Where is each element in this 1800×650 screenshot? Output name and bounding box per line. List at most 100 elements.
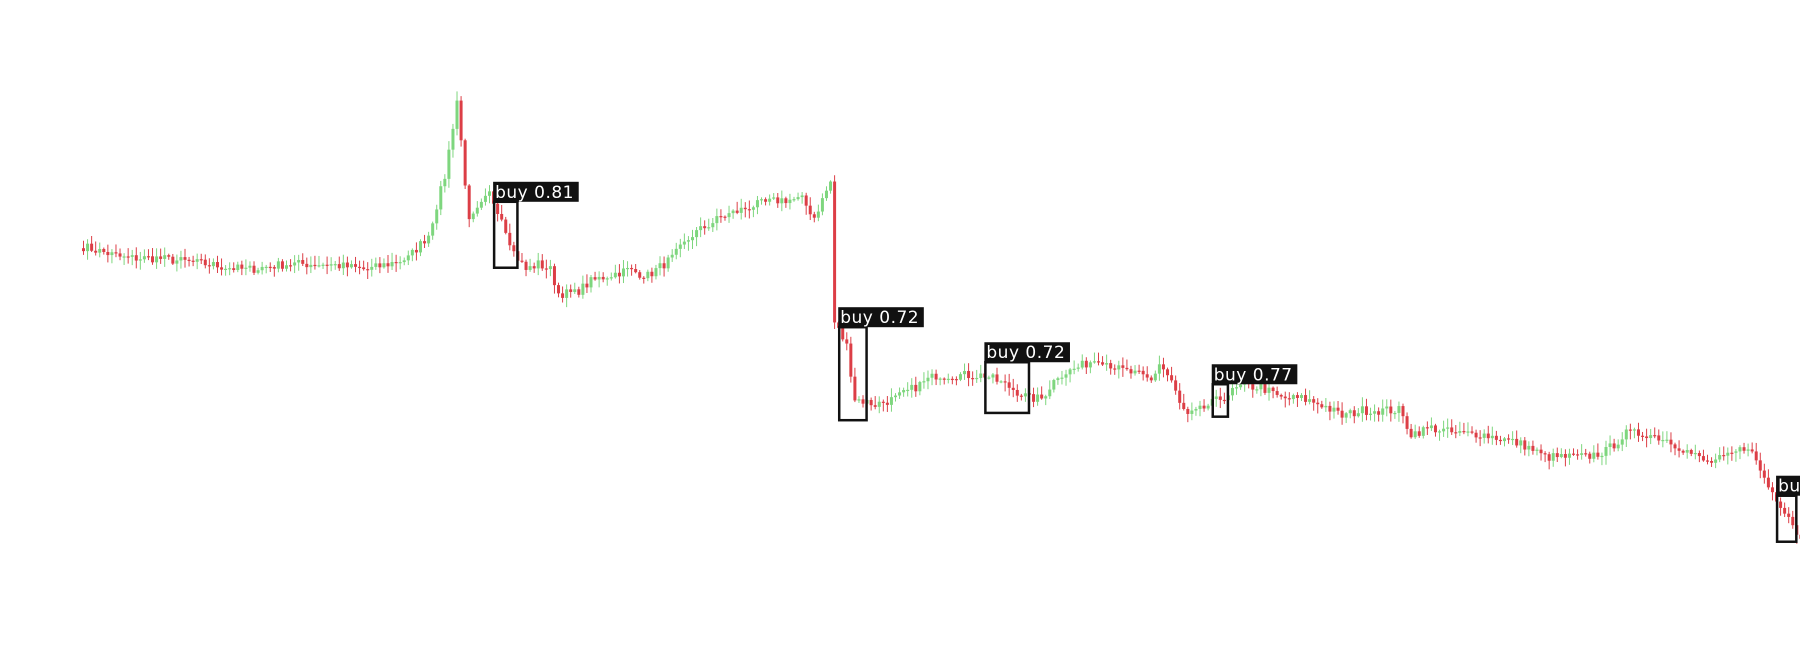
candle bbox=[1494, 430, 1498, 446]
candle bbox=[1137, 364, 1141, 374]
candle bbox=[508, 223, 512, 251]
candle bbox=[1389, 399, 1393, 422]
candle bbox=[122, 253, 126, 265]
candle bbox=[146, 249, 150, 261]
candle bbox=[1511, 431, 1515, 446]
candle bbox=[557, 282, 561, 298]
candle bbox=[1198, 400, 1202, 417]
candle bbox=[544, 259, 548, 279]
candle bbox=[1701, 449, 1705, 462]
candle bbox=[98, 242, 102, 258]
candle bbox=[577, 286, 581, 298]
candle bbox=[1267, 380, 1271, 401]
candle bbox=[869, 397, 873, 411]
candle bbox=[776, 192, 780, 208]
candle bbox=[930, 369, 934, 386]
candle bbox=[894, 393, 897, 402]
detection-label: buy 0.81 bbox=[495, 183, 574, 203]
candle bbox=[1255, 386, 1259, 394]
candle bbox=[1592, 445, 1596, 463]
candle bbox=[1036, 387, 1040, 406]
candle bbox=[1677, 440, 1681, 458]
candle bbox=[1352, 406, 1356, 424]
candle bbox=[256, 267, 260, 275]
candle bbox=[885, 396, 889, 412]
candle bbox=[1693, 444, 1697, 460]
detection-box: buy 0.82 bbox=[1775, 475, 1800, 543]
candle bbox=[1584, 448, 1588, 457]
candle bbox=[1206, 403, 1210, 411]
detections-layer: buy 0.81 buy 0.72 buy 0.72 buy 0.77 buy 0.82 bbox=[492, 181, 1800, 543]
candle bbox=[483, 188, 487, 206]
candle bbox=[423, 234, 427, 249]
candle bbox=[1543, 451, 1547, 463]
candle bbox=[1133, 365, 1137, 376]
candle bbox=[1604, 440, 1608, 465]
candle bbox=[191, 255, 195, 267]
candle bbox=[94, 241, 98, 256]
detection-box: buy 0.77 bbox=[1211, 364, 1298, 418]
candle bbox=[1466, 422, 1470, 437]
candle bbox=[621, 260, 625, 284]
candle bbox=[743, 202, 747, 218]
candle bbox=[1101, 356, 1105, 367]
detection-label: buy 0.82 bbox=[1778, 477, 1800, 497]
candle bbox=[1470, 426, 1474, 435]
candle bbox=[1657, 429, 1661, 445]
candle bbox=[285, 260, 288, 272]
candle bbox=[1097, 352, 1100, 366]
candle bbox=[1129, 365, 1133, 379]
candle bbox=[1551, 448, 1555, 467]
candle bbox=[792, 196, 796, 202]
candle bbox=[1588, 451, 1592, 464]
candle bbox=[272, 265, 276, 277]
candle bbox=[1710, 457, 1714, 467]
candle bbox=[796, 192, 800, 201]
candle bbox=[1194, 406, 1198, 416]
candle bbox=[1161, 357, 1165, 378]
candle bbox=[82, 240, 85, 255]
candle bbox=[963, 363, 967, 380]
candle bbox=[406, 250, 410, 266]
candle bbox=[155, 248, 159, 269]
candle bbox=[1182, 393, 1186, 411]
candle bbox=[1157, 355, 1161, 381]
candle bbox=[1340, 402, 1344, 425]
candle bbox=[329, 257, 333, 272]
candle bbox=[1145, 366, 1149, 382]
candle bbox=[134, 247, 138, 269]
candle bbox=[386, 254, 390, 273]
candle bbox=[378, 257, 382, 274]
candle bbox=[345, 256, 349, 277]
candle bbox=[1283, 391, 1287, 408]
candle bbox=[536, 252, 540, 276]
candle bbox=[1576, 449, 1580, 460]
candle bbox=[1328, 401, 1332, 421]
candle bbox=[954, 376, 958, 386]
detection-label-bg bbox=[1776, 475, 1800, 496]
candle bbox=[1438, 429, 1442, 441]
candle bbox=[1040, 386, 1044, 400]
candle bbox=[1072, 360, 1076, 375]
candle bbox=[1783, 502, 1787, 518]
candle bbox=[106, 244, 110, 263]
candle bbox=[1332, 401, 1336, 419]
candle bbox=[1141, 366, 1145, 381]
candle bbox=[605, 276, 609, 286]
candle bbox=[1706, 454, 1709, 465]
candle bbox=[768, 194, 772, 206]
candle bbox=[1649, 428, 1653, 445]
candle bbox=[1360, 397, 1364, 422]
candle bbox=[942, 377, 946, 385]
candle bbox=[220, 258, 224, 276]
candle bbox=[1190, 402, 1194, 421]
candle bbox=[1632, 427, 1636, 439]
candle bbox=[1373, 404, 1377, 422]
candle bbox=[634, 264, 638, 274]
candle bbox=[276, 257, 280, 273]
candle bbox=[739, 198, 743, 220]
candle bbox=[1535, 447, 1539, 456]
candle bbox=[1271, 386, 1275, 399]
candle bbox=[1344, 412, 1348, 424]
candle bbox=[467, 184, 471, 228]
